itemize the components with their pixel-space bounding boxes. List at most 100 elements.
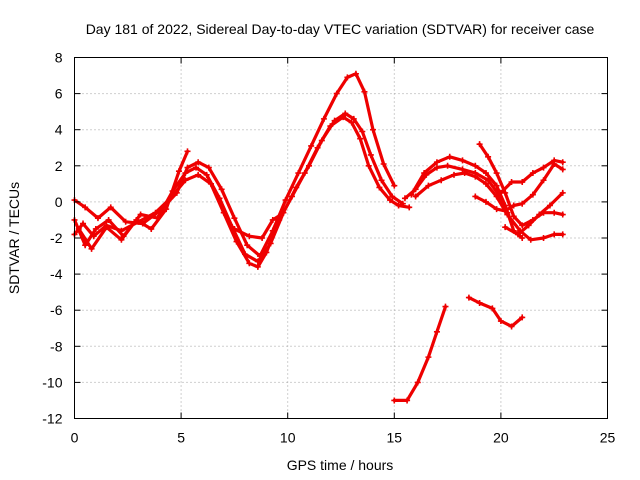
series-track-4 [75, 148, 191, 252]
data-point [450, 171, 457, 178]
data-point [218, 186, 225, 193]
data-point [476, 299, 483, 306]
series-track-5 [231, 211, 285, 241]
data-point [485, 153, 492, 160]
data-point [472, 193, 479, 200]
data-point [504, 211, 511, 218]
data-point [80, 220, 87, 227]
data-point [231, 215, 238, 222]
data-point [519, 235, 526, 241]
data-point [361, 88, 368, 95]
data-point [333, 90, 340, 97]
data-point [482, 198, 489, 205]
series-line [403, 164, 509, 215]
data-point [446, 153, 453, 160]
data-point [559, 211, 566, 218]
data-point [459, 157, 466, 164]
y-axis-label: SDTVAR / TECUs [6, 182, 22, 294]
y-tick-label: 6 [55, 86, 63, 102]
data-point [514, 231, 521, 238]
x-tick-label: 5 [177, 430, 185, 446]
data-point [433, 328, 440, 335]
data-point [369, 126, 376, 133]
data-point [482, 180, 489, 187]
data-point [75, 225, 82, 232]
series-line [503, 191, 565, 236]
x-axis-label: GPS time / hours [287, 457, 394, 473]
data-point [489, 305, 496, 312]
data-point [404, 397, 411, 404]
data-point [559, 189, 566, 196]
data-point [195, 171, 202, 178]
x-tick-label: 10 [280, 430, 296, 446]
data-point [205, 164, 212, 171]
data-point [350, 115, 357, 122]
data-point [472, 162, 479, 169]
data-point [278, 211, 285, 218]
data-point [163, 206, 170, 213]
data-point [173, 189, 180, 196]
data-point [320, 115, 327, 122]
data-point [482, 170, 489, 177]
data-point [244, 242, 251, 249]
data-point [357, 135, 364, 142]
data-point [493, 206, 500, 213]
data-point [231, 225, 238, 232]
data-point [133, 216, 140, 223]
data-point [465, 294, 472, 301]
data-point [536, 211, 543, 218]
data-point [156, 207, 163, 214]
data-point [391, 397, 398, 404]
y-tick-label: 2 [55, 158, 63, 174]
data-point [559, 159, 566, 166]
y-tick-label: -10 [42, 374, 62, 390]
y-tick-label: -4 [50, 266, 63, 282]
data-point [103, 224, 110, 231]
data-point [502, 224, 509, 231]
data-point [508, 179, 515, 186]
data-point [493, 182, 500, 189]
data-point [408, 191, 415, 198]
data-point [421, 170, 428, 177]
data-point [246, 260, 253, 267]
y-tick-label: -6 [50, 302, 63, 318]
data-point [216, 195, 223, 202]
data-point [529, 191, 536, 198]
data-point [406, 204, 413, 211]
data-point [378, 177, 385, 184]
data-point [184, 164, 191, 171]
y-tick-label: -8 [50, 338, 63, 354]
data-point [308, 142, 315, 149]
data-point [282, 197, 289, 204]
data-point [82, 204, 89, 211]
data-point [497, 318, 504, 325]
data-point [365, 162, 372, 169]
data-point [318, 137, 325, 144]
data-point [380, 160, 387, 167]
data-point [529, 170, 536, 177]
x-tick-label: 0 [71, 430, 79, 446]
data-point [525, 222, 532, 229]
data-point [540, 164, 547, 171]
data-point [254, 263, 261, 270]
data-point [367, 151, 374, 158]
data-point [94, 215, 101, 222]
data-point [269, 216, 276, 223]
data-point [184, 148, 191, 155]
data-point [259, 235, 266, 241]
data-series [71, 70, 566, 404]
data-point [193, 164, 200, 171]
y-tick-label: 8 [55, 50, 63, 66]
x-tick-label: 20 [493, 430, 509, 446]
data-point [82, 242, 89, 249]
data-point [399, 200, 406, 207]
series-line [478, 142, 565, 227]
data-point [331, 117, 338, 124]
chart-title: Day 181 of 2022, Sidereal Day-to-day VTE… [86, 21, 595, 37]
data-point [472, 173, 479, 180]
data-point [425, 182, 432, 189]
data-point [107, 204, 114, 211]
data-point [519, 179, 526, 186]
data-point [203, 171, 210, 178]
